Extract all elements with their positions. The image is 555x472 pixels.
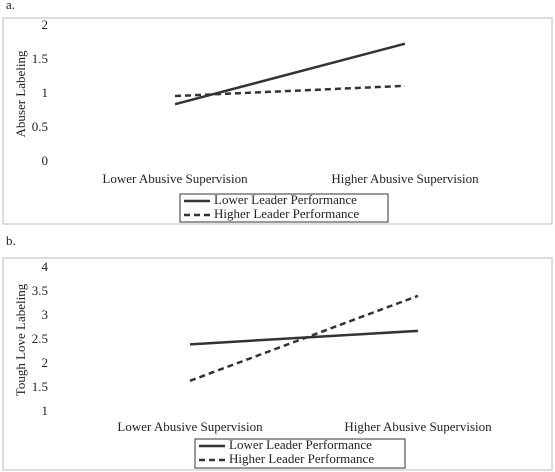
legend-label: Higher Leader Performance <box>214 206 359 221</box>
chart-frame <box>2 257 553 471</box>
series-line <box>189 294 419 382</box>
y-tick-label: 1 <box>42 85 49 100</box>
y-tick-label: 2 <box>42 355 49 370</box>
legend-box <box>179 193 389 223</box>
x-tick-label: Higher Abusive Supervision <box>344 419 492 434</box>
y-tick-label: 2.5 <box>32 331 48 346</box>
y-tick-label: 3 <box>42 307 49 322</box>
y-tick-label: 1 <box>42 403 49 418</box>
x-tick-label: Higher Abusive Supervision <box>331 171 479 186</box>
y-tick-label: 3.5 <box>32 283 48 298</box>
y-tick-label: 4 <box>42 259 49 274</box>
y-tick-label: 2 <box>42 17 49 32</box>
x-tick-label: Lower Abusive Supervision <box>102 171 248 186</box>
y-axis-title: Tough Love Labeling <box>13 283 28 396</box>
y-axis-title: Abuser Labeling <box>13 50 28 138</box>
legend-label: Higher Leader Performance <box>229 451 374 466</box>
legend-label: Lower Leader Performance <box>214 192 357 207</box>
panel-label: b. <box>6 233 16 248</box>
y-tick-label: 1.5 <box>32 379 48 394</box>
chart-frame <box>2 17 553 225</box>
panel-label: a. <box>6 0 15 12</box>
y-tick-label: 0.5 <box>32 119 48 134</box>
y-tick-label: 0 <box>42 153 49 168</box>
y-tick-label: 1.5 <box>32 51 48 66</box>
series-line <box>174 84 406 98</box>
legend-box <box>194 438 406 469</box>
series-line <box>174 42 406 106</box>
x-tick-label: Lower Abusive Supervision <box>117 419 263 434</box>
legend-label: Lower Leader Performance <box>229 437 372 452</box>
